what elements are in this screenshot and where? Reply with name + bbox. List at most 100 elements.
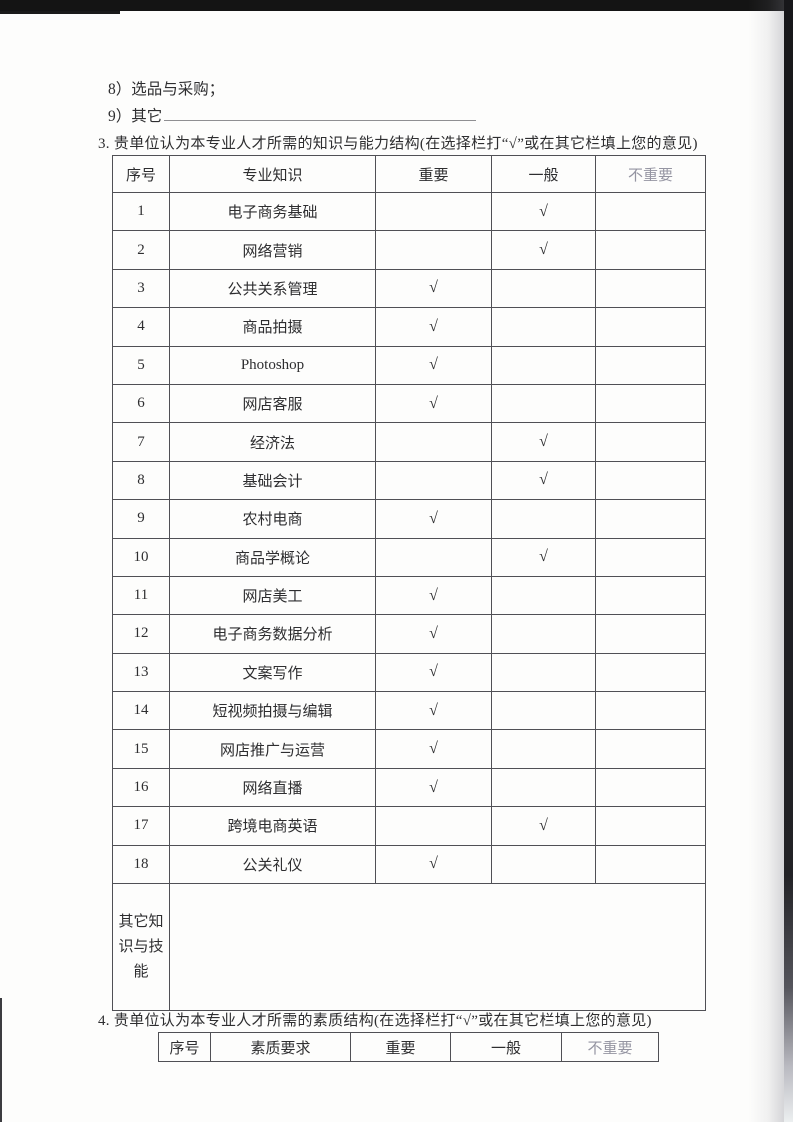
not-important-check-cell [595,268,706,309]
general-check-cell: √ [491,537,596,577]
quality-table-header-row: 序号 素质要求 重要 一般 不重要 [158,1032,659,1062]
general-check-cell [491,345,596,385]
section4-title: 4. 贵单位认为本专业人才所需的素质结构(在选择栏打“√”或在其它栏填上您的意见… [98,1013,652,1029]
important-check-cell: √ [375,499,492,539]
row-number-cell: 5 [112,345,170,385]
important-check-cell [375,460,492,501]
subject-cell: 网店客服 [169,383,376,424]
other-knowledge-label: 其它知识与技能 [118,913,164,980]
not-important-check-cell [595,499,706,539]
important-check-cell [375,191,492,232]
subject-cell: 网店推广与运营 [169,729,376,769]
knowledge-table-header-row: 序号 专业知识 重要 一般 不重要 [112,155,706,193]
not-important-check-cell [595,537,706,577]
general-check-cell [491,729,596,769]
general-check-cell [491,575,596,616]
section3-title: 3. 贵单位认为本专业人才所需的知识与能力结构(在选择栏打“√”或在其它栏填上您… [98,136,698,152]
other-knowledge-label-cell: 其它知识与技能 [112,883,170,1012]
row-number-cell: 15 [112,729,170,769]
subject-cell: 基础会计 [169,460,376,501]
row-number-cell: 18 [112,844,170,885]
not-important-check-cell [595,844,706,885]
important-check-cell: √ [375,383,492,424]
fill-in-blank-line [164,105,477,121]
subject-cell: 商品拍摄 [169,307,376,347]
knowledge-header-0: 序号 [112,155,170,193]
subject-cell: 跨境电商英语 [169,806,376,846]
not-important-check-cell [595,460,706,501]
scan-artifact-right-edge [784,0,793,1122]
row-number-cell: 10 [112,537,170,577]
subject-cell: 商品学概论 [169,537,376,577]
important-check-cell: √ [375,345,492,385]
row-number-cell: 17 [112,806,170,846]
row-number-cell: 4 [112,307,170,347]
subject-cell: 公关礼仪 [169,844,376,885]
knowledge-header-1: 专业知识 [169,155,376,193]
not-important-check-cell [595,691,706,731]
row-number-cell: 3 [112,268,170,309]
general-check-cell [491,652,596,693]
list-item-9: 9）其它 [108,104,477,126]
important-check-cell: √ [375,844,492,885]
subject-cell: Photoshop [169,345,376,385]
important-check-cell [375,422,492,462]
not-important-check-cell [595,806,706,846]
subject-cell: 公共关系管理 [169,268,376,309]
not-important-check-cell [595,230,706,270]
row-number-cell: 12 [112,614,170,654]
knowledge-header-4: 不重要 [595,155,706,193]
general-check-cell: √ [491,806,596,846]
quality-header-1: 素质要求 [210,1032,351,1062]
not-important-check-cell [595,767,706,808]
row-number-cell: 11 [112,575,170,616]
important-check-cell: √ [375,614,492,654]
scan-artifact-left-edge [0,998,2,1122]
subject-cell: 网络营销 [169,230,376,270]
row-number-cell: 13 [112,652,170,693]
knowledge-table-row: 4 商品拍摄 √ [112,307,706,347]
general-check-cell [491,268,596,309]
knowledge-table-row: 13 文案写作 √ [112,652,706,693]
important-check-cell: √ [375,652,492,693]
general-check-cell [491,499,596,539]
knowledge-table-row: 1 电子商务基础 √ [112,191,706,232]
not-important-check-cell [595,345,706,385]
not-important-check-cell [595,614,706,654]
general-check-cell: √ [491,191,596,232]
important-check-cell: √ [375,691,492,731]
row-number-cell: 9 [112,499,170,539]
general-check-cell [491,307,596,347]
list-item-8-text: 8）选品与采购； [108,81,225,98]
knowledge-table-row: 2 网络营销 √ [112,230,706,270]
not-important-check-cell [595,729,706,769]
not-important-check-cell [595,652,706,693]
row-number-cell: 1 [112,191,170,232]
important-check-cell: √ [375,767,492,808]
not-important-check-cell [595,383,706,424]
knowledge-table-row: 16 网络直播 √ [112,767,706,808]
row-number-cell: 14 [112,691,170,731]
subject-cell: 文案写作 [169,652,376,693]
subject-cell: 网店美工 [169,575,376,616]
not-important-check-cell [595,575,706,616]
knowledge-header-3: 一般 [491,155,596,193]
row-number-cell: 6 [112,383,170,424]
not-important-check-cell [595,191,706,232]
subject-cell: 农村电商 [169,499,376,539]
knowledge-table-row: 8 基础会计 √ [112,460,706,501]
knowledge-table-row: 15 网店推广与运营 √ [112,729,706,769]
knowledge-header-2: 重要 [375,155,492,193]
important-check-cell [375,230,492,270]
knowledge-table-row: 11 网店美工 √ [112,575,706,616]
subject-cell: 网络直播 [169,767,376,808]
general-check-cell [491,844,596,885]
subject-cell: 电子商务数据分析 [169,614,376,654]
general-check-cell [491,767,596,808]
important-check-cell: √ [375,268,492,309]
knowledge-table-row: 3 公共关系管理 √ [112,268,706,309]
important-check-cell: √ [375,729,492,769]
knowledge-table-row: 9 农村电商 √ [112,499,706,539]
other-knowledge-row: 其它知识与技能 [112,883,706,1012]
